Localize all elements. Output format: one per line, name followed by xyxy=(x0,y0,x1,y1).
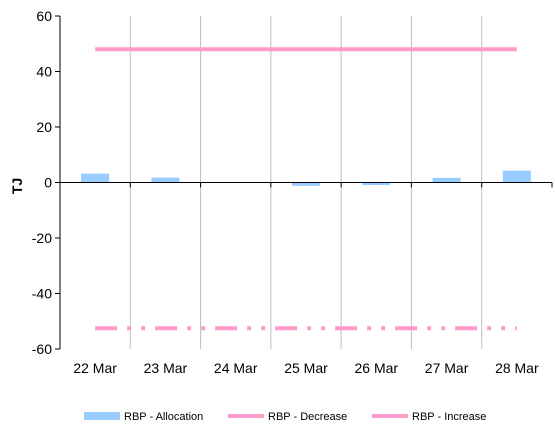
x-tick-label: 22 Mar xyxy=(73,360,117,376)
x-tick-label: 25 Mar xyxy=(284,360,328,376)
legend-item: RBP - Decrease xyxy=(228,411,347,423)
y-tick-label: 0 xyxy=(44,175,52,191)
legend-label: RBP - Allocation xyxy=(124,411,203,423)
allocation-bar xyxy=(362,182,391,185)
y-tick-label: -40 xyxy=(32,286,52,302)
legend-swatch xyxy=(84,412,120,420)
x-tick-label: 27 Mar xyxy=(425,360,469,376)
y-tick-label: 60 xyxy=(36,8,52,24)
x-tick-label: 23 Mar xyxy=(144,360,188,376)
allocation-bar xyxy=(151,177,180,183)
y-tick-label: 20 xyxy=(36,119,52,135)
x-tick-labels: 22 Mar 23 Mar 24 Mar 25 Mar 26 Mar 27 Mar 28 M… xyxy=(73,360,539,376)
y-tick-label: -20 xyxy=(32,230,52,246)
allocation-bars xyxy=(81,170,531,186)
legend-label: RBP - Decrease xyxy=(268,411,347,423)
axes xyxy=(55,15,553,350)
allocation-bar xyxy=(502,170,531,183)
y-tick-label: -60 xyxy=(32,341,52,357)
y-tick-label: 40 xyxy=(36,64,52,80)
x-tick-label: 28 Mar xyxy=(495,360,539,376)
allocation-bar xyxy=(81,173,110,183)
y-axis-label: TJ xyxy=(9,178,25,194)
allocation-bar xyxy=(292,182,320,186)
series-lines xyxy=(95,47,517,331)
legend-item: RBP - Allocation xyxy=(84,411,203,423)
x-tick-label: 26 Mar xyxy=(354,360,398,376)
x-tick-label: 24 Mar xyxy=(214,360,258,376)
legend-item: RBP - Increase xyxy=(372,411,486,423)
allocation-bar xyxy=(432,177,461,183)
y-tick-labels: 60 40 20 0 -20 -40 -60 xyxy=(32,8,52,357)
legend-label: RBP - Increase xyxy=(412,411,486,423)
legend: RBP - Allocation RBP - Decrease RBP - Incr… xyxy=(84,411,486,423)
